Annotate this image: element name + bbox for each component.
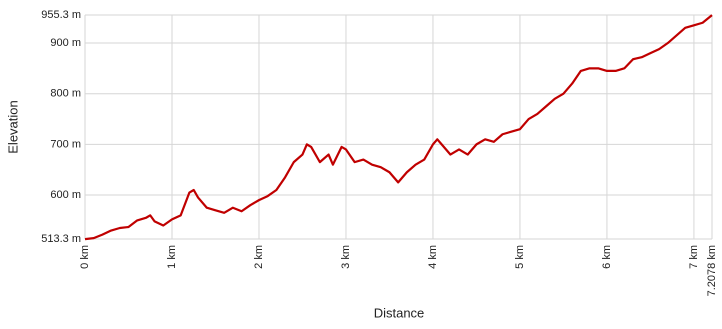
x-tick-label: 7.2078 km [706, 245, 718, 296]
x-tick-label: 5 km [514, 245, 526, 269]
x-tick-label: 2 km [253, 245, 265, 269]
y-tick-label: 700 m [50, 138, 81, 150]
y-axis-label: Elevation [5, 100, 20, 153]
y-tick-label: 955.3 m [41, 9, 81, 21]
elevation-line [84, 14, 713, 241]
y-tick-label: 800 m [50, 88, 81, 100]
x-tick-label: 6 km [601, 245, 613, 269]
x-tick-label: 3 km [340, 245, 352, 269]
y-tick-label: 900 m [50, 37, 81, 49]
x-tick-label: 4 km [427, 245, 439, 269]
y-tick-label: 600 m [50, 189, 81, 201]
x-tick-label: 0 km [79, 245, 91, 269]
x-axis-label: Distance [374, 305, 425, 320]
x-tick-label: 1 km [166, 245, 178, 269]
y-tick-label: 513.3 m [41, 233, 81, 245]
x-tick-label: 7 km [688, 245, 700, 269]
